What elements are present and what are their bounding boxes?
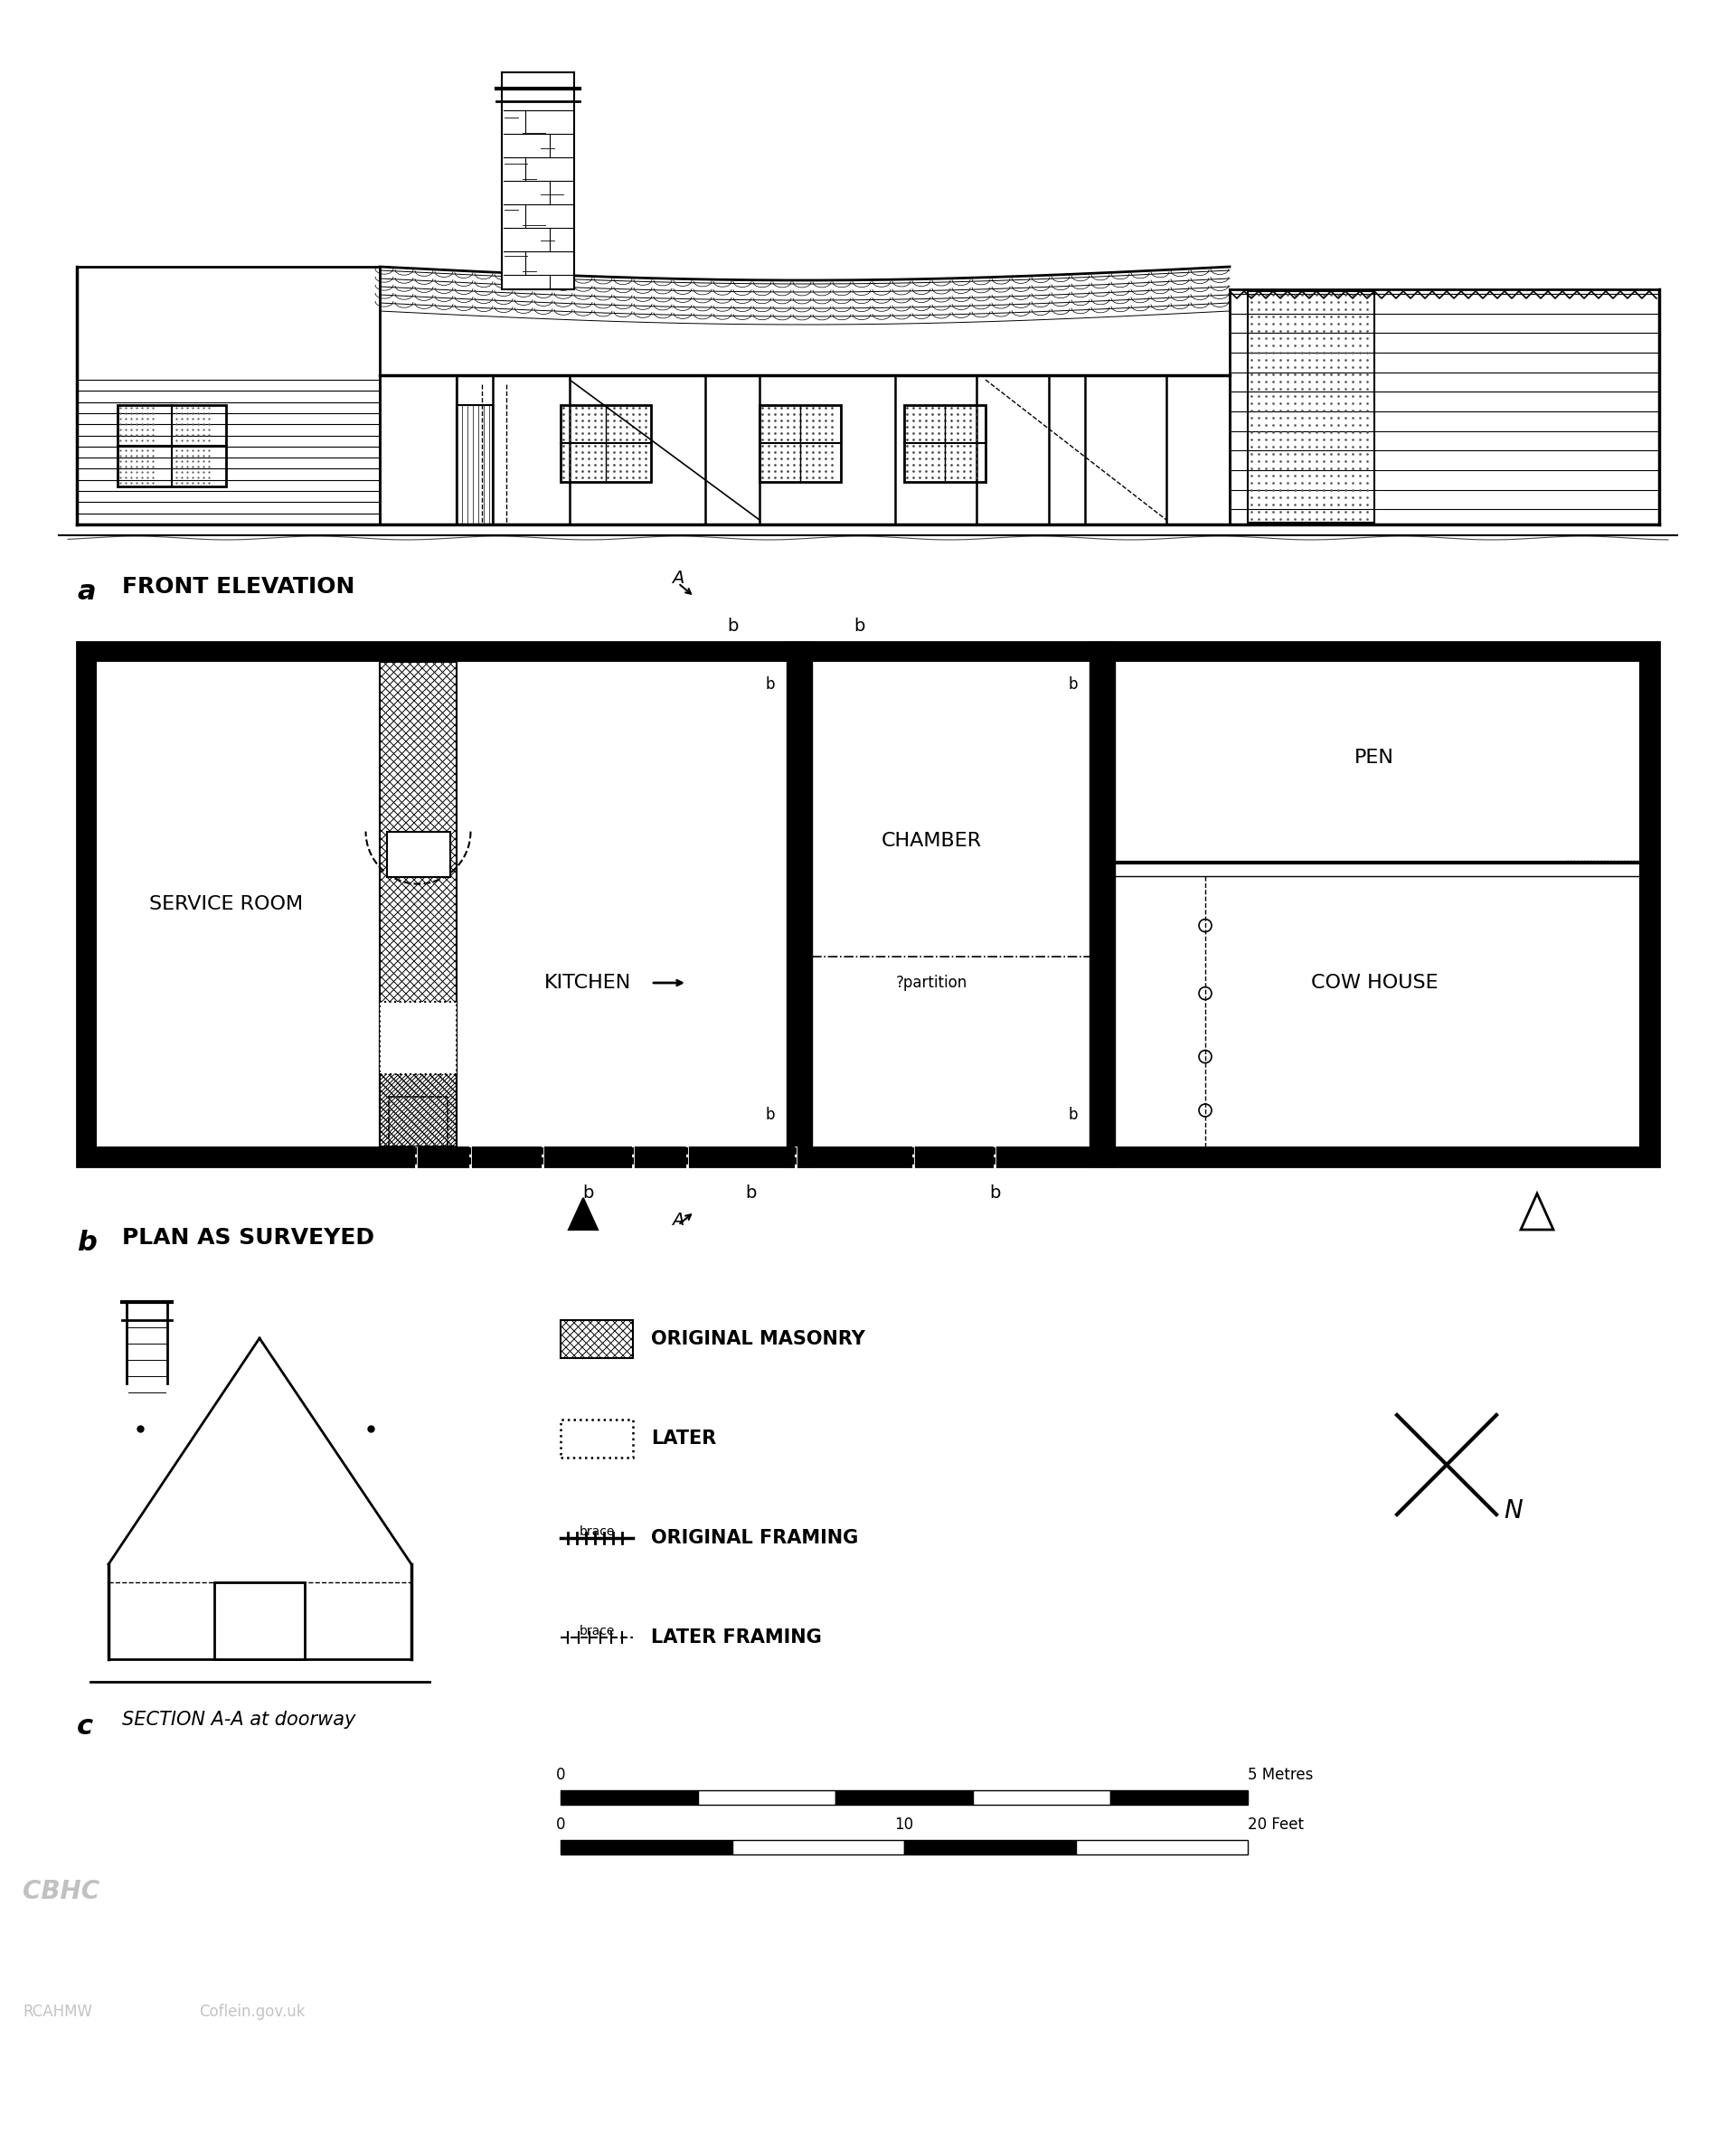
Text: FRONT ELEVATION: FRONT ELEVATION <box>122 576 354 598</box>
Text: 0: 0 <box>556 1816 566 1834</box>
Text: 10: 10 <box>894 1816 913 1834</box>
Text: brace: brace <box>578 1626 615 1636</box>
Text: a: a <box>76 578 95 604</box>
Bar <box>380 1002 457 1073</box>
Bar <box>561 1319 634 1358</box>
Text: N: N <box>1503 1497 1522 1523</box>
Bar <box>904 405 986 482</box>
Text: 20 Feet: 20 Feet <box>1248 1816 1304 1834</box>
Bar <box>1111 1791 1248 1806</box>
Bar <box>1639 643 1660 1167</box>
Bar <box>561 1840 733 1855</box>
Text: b: b <box>1068 1107 1078 1122</box>
Bar <box>76 643 1660 662</box>
Bar <box>76 1146 1660 1167</box>
Text: A: A <box>672 570 684 587</box>
Text: c: c <box>76 1714 94 1739</box>
Text: ?partition: ?partition <box>896 975 967 992</box>
Text: LATER: LATER <box>651 1429 717 1448</box>
Bar <box>561 1420 634 1457</box>
Bar <box>1090 643 1115 1167</box>
Text: 0: 0 <box>556 1767 566 1782</box>
Text: LATER FRAMING: LATER FRAMING <box>651 1628 821 1647</box>
Bar <box>733 1840 904 1855</box>
Bar <box>561 405 651 482</box>
Bar <box>786 643 812 1167</box>
Bar <box>1090 643 1115 1167</box>
Text: b: b <box>582 1185 594 1202</box>
Text: CBHC: CBHC <box>23 1879 99 1904</box>
Bar <box>760 405 840 482</box>
Bar <box>904 1840 1076 1855</box>
Bar <box>76 643 1660 1167</box>
Text: brace: brace <box>578 1525 615 1538</box>
Bar <box>380 662 457 1146</box>
Bar <box>214 1583 306 1660</box>
Text: b: b <box>990 1185 1000 1202</box>
Text: b: b <box>76 1230 97 1255</box>
Bar <box>1076 1840 1248 1855</box>
Bar <box>835 1791 972 1806</box>
Bar <box>118 405 226 486</box>
Text: 5 Metres: 5 Metres <box>1248 1767 1312 1782</box>
Text: b: b <box>1068 677 1078 692</box>
Text: b: b <box>854 617 865 634</box>
Text: KITCHEN: KITCHEN <box>543 975 632 992</box>
Bar <box>1248 291 1375 523</box>
Text: PEN: PEN <box>1354 748 1394 767</box>
Text: b: b <box>766 677 774 692</box>
Bar <box>972 1791 1111 1806</box>
Text: Coflein.gov.uk: Coflein.gov.uk <box>200 2003 306 2020</box>
Text: b: b <box>727 617 738 634</box>
Bar <box>76 643 97 1167</box>
Polygon shape <box>569 1197 597 1230</box>
Text: CHAMBER: CHAMBER <box>882 833 981 850</box>
Text: PLAN AS SURVEYED: PLAN AS SURVEYED <box>122 1227 375 1249</box>
Text: COW HOUSE: COW HOUSE <box>1311 975 1437 992</box>
Text: ORIGINAL MASONRY: ORIGINAL MASONRY <box>651 1330 865 1347</box>
Bar <box>224 1589 255 1613</box>
Text: SERVICE ROOM: SERVICE ROOM <box>149 895 304 912</box>
Text: b: b <box>745 1185 757 1202</box>
Bar <box>457 405 493 525</box>
Text: b: b <box>766 1107 774 1122</box>
Text: RCAHMW: RCAHMW <box>23 2003 92 2020</box>
Text: SECTION A-A at doorway: SECTION A-A at doorway <box>122 1711 356 1729</box>
Text: ORIGINAL FRAMING: ORIGINAL FRAMING <box>651 1529 858 1547</box>
Text: A: A <box>672 1212 684 1230</box>
Bar <box>698 1791 835 1806</box>
Bar <box>387 831 450 876</box>
Bar <box>502 73 575 289</box>
Bar <box>786 643 812 1167</box>
Bar <box>380 1039 457 1146</box>
Bar <box>561 1791 698 1806</box>
